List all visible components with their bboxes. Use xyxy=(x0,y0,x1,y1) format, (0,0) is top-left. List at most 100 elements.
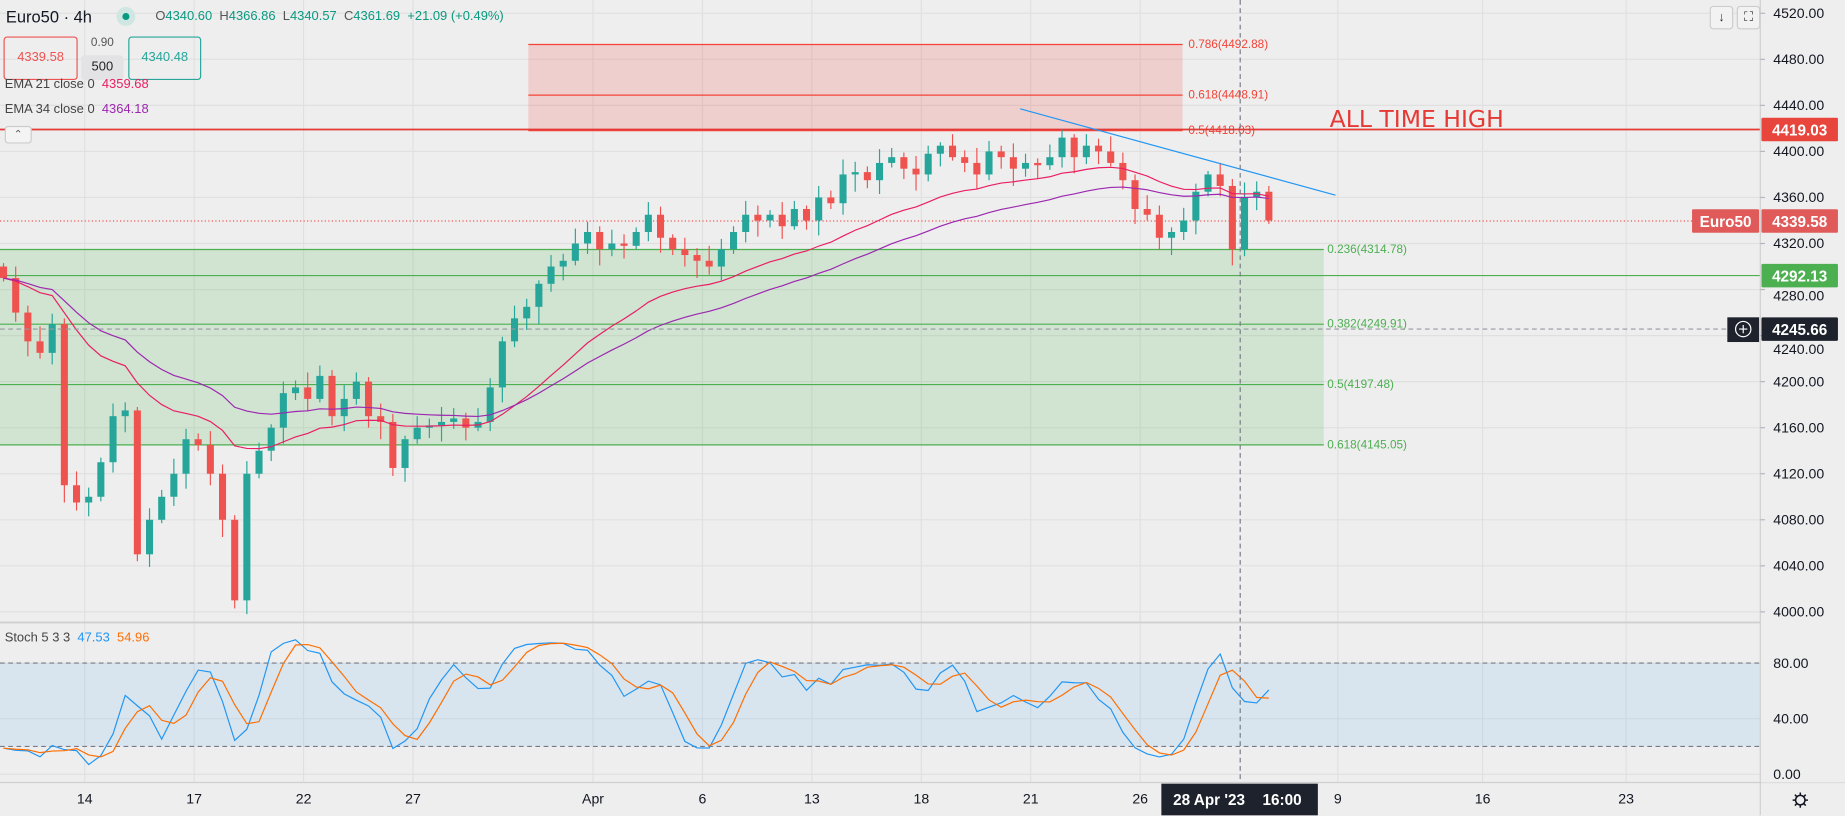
candle-body[interactable] xyxy=(742,214,750,233)
candle-body[interactable] xyxy=(267,427,275,451)
candle-body[interactable] xyxy=(109,416,117,463)
buy-button[interactable]: 4340.48 xyxy=(128,36,202,81)
candle-body[interactable] xyxy=(121,410,129,417)
candle-body[interactable] xyxy=(900,157,908,169)
candle-body[interactable] xyxy=(851,172,859,175)
candle-body[interactable] xyxy=(1058,137,1066,158)
stoch-legend[interactable]: Stoch 5 3 3 47.53 54.96 xyxy=(5,631,150,645)
candle-body[interactable] xyxy=(36,341,44,353)
candle-body[interactable] xyxy=(462,418,470,428)
collapse-legend-button[interactable]: ⌃ xyxy=(4,125,32,144)
crosshair-price-badge-bg[interactable] xyxy=(1761,317,1838,341)
candle-body[interactable] xyxy=(1119,162,1127,181)
candle-body[interactable] xyxy=(608,243,616,250)
candle-body[interactable] xyxy=(145,519,154,555)
candle-body[interactable] xyxy=(644,214,652,233)
candle-body[interactable] xyxy=(620,243,628,246)
candle-body[interactable] xyxy=(1034,162,1042,166)
candle-body[interactable] xyxy=(437,421,446,426)
candle-body[interactable] xyxy=(1070,137,1078,158)
candle-body[interactable] xyxy=(1228,185,1236,250)
candle-body[interactable] xyxy=(133,410,141,555)
candle-body[interactable] xyxy=(571,243,579,261)
candle-body[interactable] xyxy=(340,398,348,417)
candle-body[interactable] xyxy=(328,375,336,417)
candle-body[interactable] xyxy=(778,214,786,227)
candle-body[interactable] xyxy=(48,324,56,353)
candle-body[interactable] xyxy=(72,485,81,503)
candle-body[interactable] xyxy=(364,381,373,417)
candle-body[interactable] xyxy=(255,450,263,474)
candle-body[interactable] xyxy=(1009,157,1017,169)
candle-body[interactable] xyxy=(0,266,8,279)
candle-body[interactable] xyxy=(1180,220,1188,233)
candle-body[interactable] xyxy=(389,421,397,468)
candle-body[interactable] xyxy=(1046,157,1054,166)
candle-body[interactable] xyxy=(1265,191,1273,221)
candle-body[interactable] xyxy=(60,324,68,486)
ema21-legend[interactable]: EMA 21 close 0 4359.68 xyxy=(5,78,149,92)
candle-body[interactable] xyxy=(863,172,871,181)
candle-body[interactable] xyxy=(936,145,944,154)
candle-body[interactable] xyxy=(948,145,957,158)
candle-body[interactable] xyxy=(632,232,640,246)
candle-body[interactable] xyxy=(1253,191,1261,198)
candle-body[interactable] xyxy=(158,496,166,520)
fib-lower-zone[interactable] xyxy=(0,249,1324,445)
fib-upper-zone[interactable] xyxy=(528,44,1183,131)
candle-body[interactable] xyxy=(450,418,458,422)
candle-body[interactable] xyxy=(291,387,300,394)
candle-body[interactable] xyxy=(316,375,324,399)
symbol-title[interactable]: Euro50 · 4h xyxy=(5,7,92,26)
support-price-badge-bg[interactable] xyxy=(1761,263,1838,288)
candle-body[interactable] xyxy=(693,255,701,261)
stoch-d-line[interactable] xyxy=(3,642,1269,758)
scroll-down-button[interactable]: ↓ xyxy=(1709,5,1734,30)
sell-button[interactable]: 4339.58 xyxy=(3,36,78,81)
candle-body[interactable] xyxy=(839,174,847,204)
quantity-input[interactable]: 500 xyxy=(81,55,124,81)
ath-price-badge-bg[interactable] xyxy=(1761,117,1838,142)
candle-body[interactable] xyxy=(377,416,385,422)
candle-body[interactable] xyxy=(1143,208,1151,215)
candle-body[interactable] xyxy=(802,208,811,221)
candle-body[interactable] xyxy=(815,197,823,221)
candle-body[interactable] xyxy=(1131,180,1139,209)
candle-body[interactable] xyxy=(875,162,884,181)
candle-body[interactable] xyxy=(413,427,421,440)
candle-body[interactable] xyxy=(583,232,592,244)
candle-body[interactable] xyxy=(535,283,543,307)
candle-body[interactable] xyxy=(997,151,1005,158)
candle-body[interactable] xyxy=(352,381,360,399)
candle-body[interactable] xyxy=(547,266,555,284)
stoch-k-line[interactable] xyxy=(3,639,1270,766)
candle-body[interactable] xyxy=(1216,174,1224,186)
candle-body[interactable] xyxy=(1240,197,1249,250)
candle-body[interactable] xyxy=(729,232,738,250)
candle-body[interactable] xyxy=(523,306,531,319)
candle-body[interactable] xyxy=(206,444,214,474)
ema34-line[interactable] xyxy=(3,186,1269,418)
candle-body[interactable] xyxy=(669,237,677,250)
candle-body[interactable] xyxy=(1167,232,1176,238)
candle-body[interactable] xyxy=(656,214,665,238)
candle-body[interactable] xyxy=(279,393,287,428)
candle-body[interactable] xyxy=(1155,214,1163,238)
candle-body[interactable] xyxy=(218,473,227,520)
candle-body[interactable] xyxy=(1204,174,1212,192)
candle-body[interactable] xyxy=(717,249,725,267)
candle-body[interactable] xyxy=(486,387,494,422)
plus-circle-icon[interactable] xyxy=(1734,320,1752,338)
trendline[interactable] xyxy=(1020,108,1336,196)
candle-body[interactable] xyxy=(1094,145,1103,152)
candle-body[interactable] xyxy=(182,439,190,474)
last-price-badge-bg[interactable] xyxy=(1761,209,1838,233)
candle-body[interactable] xyxy=(1192,191,1200,221)
candle-body[interactable] xyxy=(985,151,993,175)
candle-body[interactable] xyxy=(1082,145,1090,158)
candle-body[interactable] xyxy=(766,214,774,221)
candle-body[interactable] xyxy=(498,341,506,388)
candle-body[interactable] xyxy=(401,439,409,468)
candle-body[interactable] xyxy=(888,157,896,163)
